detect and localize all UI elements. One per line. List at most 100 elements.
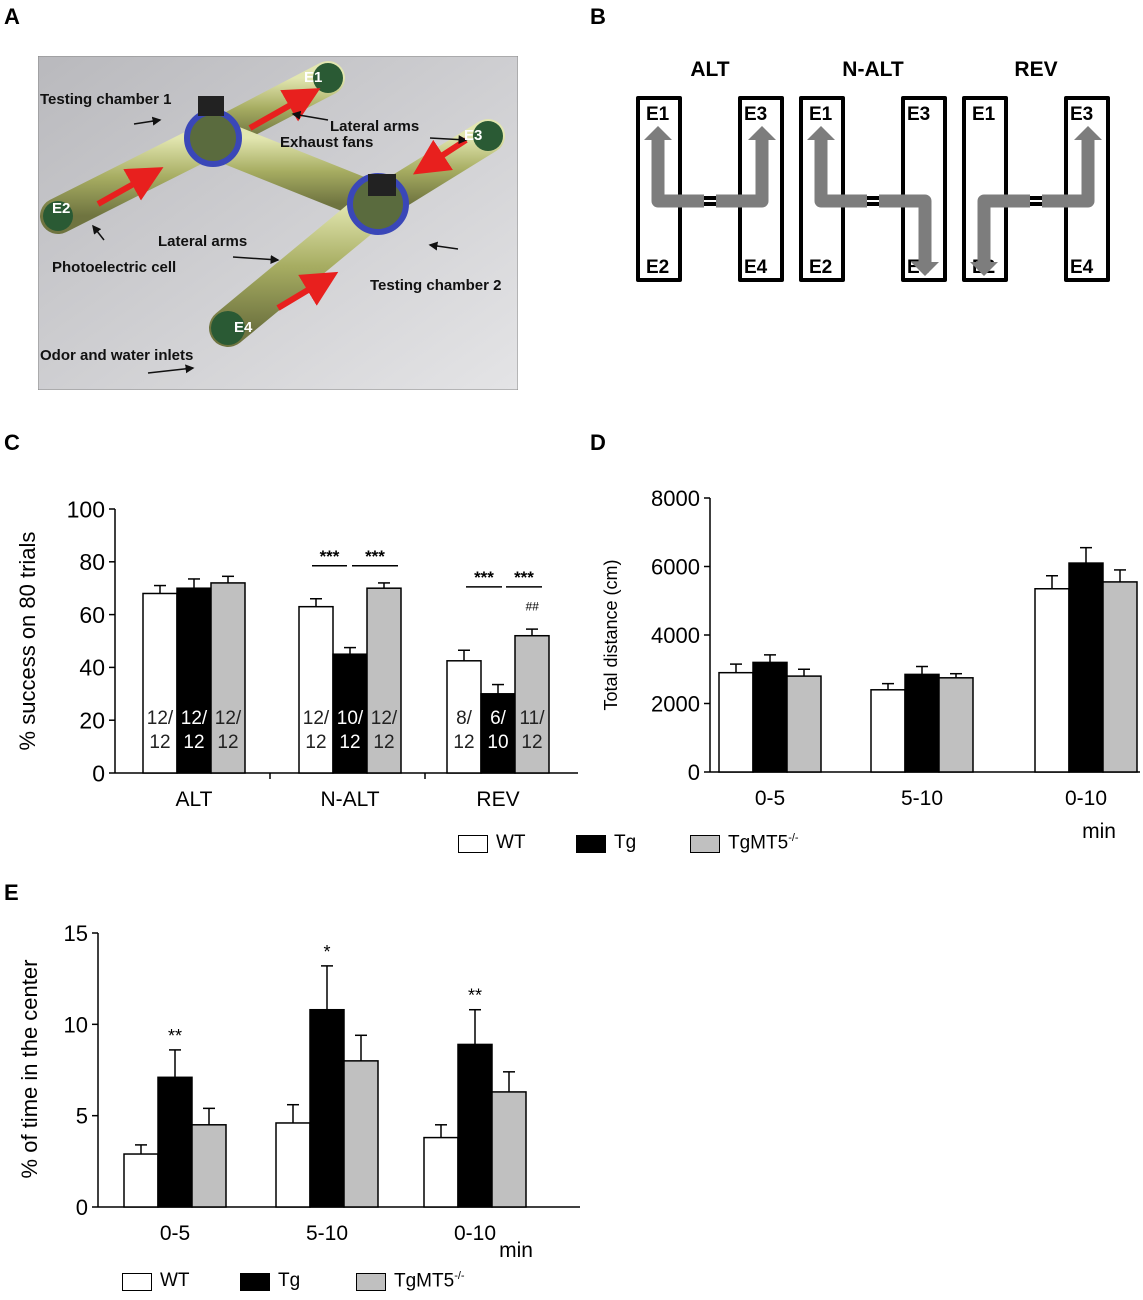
bar-tgmt5 (366, 587, 402, 774)
x-tick-label: 0-10 (454, 1222, 496, 1245)
label-photoelectric-cell: Photoelectric cell (52, 259, 176, 276)
bar-tg (332, 653, 368, 774)
bar-tgmt5 (343, 1060, 379, 1208)
bar-tg (176, 587, 212, 774)
bar-tg (904, 673, 940, 773)
x-tick-label: ALT (176, 788, 213, 811)
bar-wt (718, 671, 754, 773)
bar-tg (480, 693, 516, 774)
significance-nalt-tg-mt: *** (365, 547, 385, 566)
y-tick-label: 8000 (651, 486, 700, 511)
significance-nalt-wt-tg: *** (320, 547, 340, 566)
y-tick-label: 0 (76, 1195, 88, 1220)
y-axis-title: % of time in the center (17, 960, 42, 1179)
y-tick-label: 40 (79, 655, 105, 681)
bar-tg (457, 1043, 493, 1208)
bar-count-top: 8/ (456, 708, 473, 729)
significance-g3: ** (468, 986, 482, 1006)
x-tick-label: 0-10 (1065, 787, 1107, 810)
legend-swatch-tg (576, 835, 606, 853)
legend-swatch-tgmt5 (690, 835, 720, 853)
x-tick-label: 0-5 (160, 1222, 190, 1245)
bar-count-top: 12/ (371, 708, 398, 729)
label-e4: E4 (234, 319, 253, 336)
end-cap-e4 (211, 311, 245, 345)
bar-tgmt5 (491, 1091, 527, 1208)
legend-label-wt: WT (496, 832, 526, 853)
panel-letter-d: D (590, 430, 606, 455)
bar-count-bottom: 12 (339, 732, 360, 753)
bar-wt (123, 1153, 159, 1208)
bar-count-top: 12/ (215, 708, 242, 729)
bar-count-bottom: 12 (183, 732, 204, 753)
maze-arrowhead-left (807, 126, 835, 140)
maze-label-bl: E2 (809, 257, 832, 278)
bar-count-top: 12/ (147, 708, 174, 729)
label-e3: E3 (464, 127, 482, 144)
maze-arrowhead-right (748, 126, 776, 140)
legend-label-tgmt5: TgMT5-/- (728, 832, 799, 854)
x-axis-unit: min (499, 1239, 533, 1262)
maze-arrow-left (814, 140, 867, 208)
y-tick-label: 15 (64, 921, 88, 946)
legend-e-swatch-tg (240, 1273, 270, 1291)
bar-count-top: 12/ (181, 708, 208, 729)
x-tick-label: REV (476, 788, 519, 811)
legend-swatch-wt (458, 835, 488, 853)
bar-tgmt5 (191, 1124, 227, 1208)
x-tick-label: 5-10 (306, 1222, 348, 1245)
x-tick-label: 0-5 (755, 787, 785, 810)
maze-arrowhead-left (644, 126, 672, 140)
bar-wt (1034, 588, 1070, 773)
maze-arrow-left (977, 194, 1030, 262)
bar-wt (275, 1122, 311, 1208)
chamber-1 (184, 109, 242, 167)
chart-time-in-center: 0 5 10 15 0-5 5-10 0-10 % of time in the center… (17, 921, 580, 1262)
bar-tgmt5 (210, 582, 246, 774)
y-tick-label: 60 (79, 602, 105, 628)
bar-tgmt5 (514, 634, 550, 774)
label-e1: E1 (304, 69, 322, 86)
bar-tg (752, 661, 788, 773)
maze-arrowhead-right (911, 262, 939, 276)
chart-total-distance: 0 2000 4000 6000 8000 0-5 5-10 0-10 Total distan… (601, 486, 1140, 843)
end-cap-e2 (43, 201, 73, 231)
x-tick-label: N-ALT (320, 788, 379, 811)
apparatus-photo: Testing chamber 1 Lateral arms Exhaust f… (38, 56, 518, 390)
bar-wt (870, 689, 906, 773)
maze-label-tl: E1 (972, 104, 996, 125)
fan-1-icon (198, 96, 224, 116)
label-odor-water-inlets: Odor and water inlets (40, 347, 193, 364)
legend-e: WT Tg TgMT5-/- (122, 1270, 502, 1296)
maze-arrow-right (879, 194, 932, 262)
label-testing-chamber-1: Testing chamber 1 (40, 91, 171, 108)
y-axis-title: % success on 80 trials (15, 532, 40, 751)
bar-count-bottom: 12 (373, 732, 394, 753)
legend-label-tg: Tg (614, 832, 637, 853)
label-lateral-arms-top: Lateral arms (330, 118, 419, 135)
maze-title: N-ALT (842, 58, 904, 81)
bar-count-bottom: 12 (305, 732, 326, 753)
bar-count-bottom: 12 (149, 732, 170, 753)
label-testing-chamber-2: Testing chamber 2 (370, 277, 501, 294)
chart-success-rate: 0 20 40 60 80 100 12/12 12/12 12/12 ALT 12/12 10/12… (15, 496, 578, 811)
y-tick-label: 0 (92, 760, 105, 786)
panel-letter-c: C (4, 430, 20, 455)
y-axis-title: Total distance (cm) (601, 559, 621, 710)
panel-letter-b: B (590, 4, 606, 29)
bar-count-top: 6/ (490, 708, 507, 729)
maze-label-tl: E1 (809, 104, 833, 125)
maze-label-tr: E3 (1070, 104, 1093, 125)
label-lateral-arms-bottom: Lateral arms (158, 233, 247, 250)
maze-arrow-right (1042, 140, 1095, 208)
y-tick-label: 6000 (651, 554, 700, 579)
legend-e-swatch-wt (122, 1273, 152, 1291)
y-tick-label: 5 (76, 1104, 88, 1129)
maze-label-br: E4 (744, 257, 768, 278)
legend-e-label-wt: WT (160, 1270, 190, 1291)
maze-arrow-right (716, 140, 769, 208)
bar-count-top: 12/ (303, 708, 330, 729)
significance-g1: ** (168, 1026, 182, 1046)
maze-rev: REVE1E3E2E4 (962, 58, 1110, 282)
